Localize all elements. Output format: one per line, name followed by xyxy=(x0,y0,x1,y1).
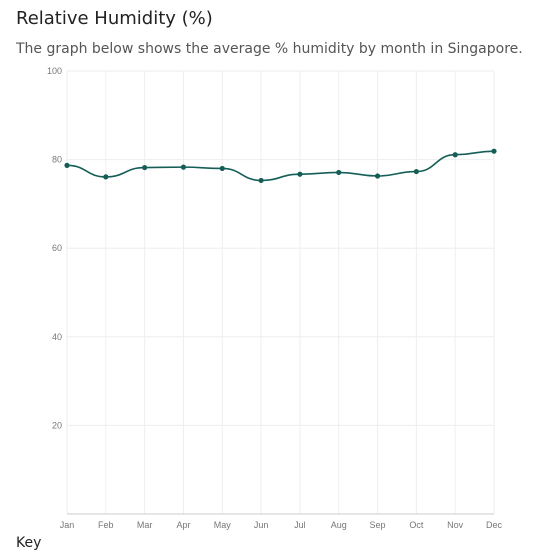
data-point xyxy=(374,173,381,179)
chart-title: Relative Humidity (%) xyxy=(16,8,213,29)
data-point xyxy=(491,148,497,154)
data-point xyxy=(142,164,148,171)
y-tick-label: 80 xyxy=(52,155,62,165)
x-tick-label: Mar xyxy=(137,520,153,530)
x-tick-label: Dec xyxy=(486,520,503,530)
x-tick-label: Nov xyxy=(447,520,464,530)
point-layer xyxy=(64,148,497,184)
x-tick-label: Apr xyxy=(176,520,190,530)
x-tick-label: Jun xyxy=(254,520,269,530)
x-tick-label: Jan xyxy=(60,520,75,530)
y-tick-label: 40 xyxy=(52,332,62,342)
data-point xyxy=(297,171,303,177)
x-tick-label: Aug xyxy=(331,520,347,530)
series-line xyxy=(66,150,495,182)
label-layer: 20 40 60 80 100 Jan Feb Mar Apr May Jun Jul Aug Sep Oc… xyxy=(47,66,503,530)
x-tick-label: Oct xyxy=(409,520,424,530)
grid-layer xyxy=(66,70,495,514)
data-point xyxy=(336,169,342,176)
x-tick-label: Jul xyxy=(294,520,306,530)
y-tick-label: 60 xyxy=(52,243,62,253)
data-point xyxy=(180,164,187,170)
legend-heading: Key xyxy=(16,535,42,551)
data-point xyxy=(452,152,458,158)
series-layer xyxy=(66,150,495,182)
chart-subtitle: The graph below shows the average % humi… xyxy=(16,41,523,57)
data-point xyxy=(219,165,225,172)
x-tick-label: Sep xyxy=(370,520,386,530)
y-tick-label: 100 xyxy=(47,66,62,76)
x-tick-label: May xyxy=(214,520,232,530)
y-tick-label: 20 xyxy=(52,420,62,430)
data-point xyxy=(413,168,419,175)
data-point xyxy=(258,177,264,184)
data-point xyxy=(103,174,109,180)
x-tick-label: Feb xyxy=(98,520,114,530)
data-point xyxy=(64,162,70,168)
humidity-line-chart: 20 40 60 80 100 Jan Feb Mar Apr May Jun Jul Aug Sep Oc… xyxy=(47,66,503,530)
